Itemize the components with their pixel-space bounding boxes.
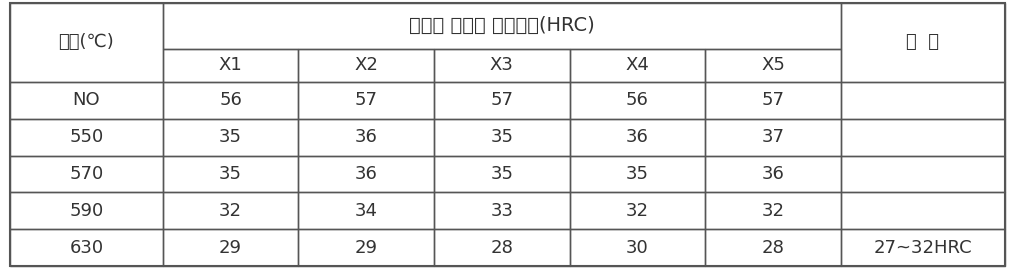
Bar <box>162 119 298 155</box>
Bar <box>434 193 569 229</box>
Bar <box>298 229 434 266</box>
Text: 34: 34 <box>354 202 378 220</box>
Text: 37: 37 <box>761 128 785 146</box>
Bar <box>705 49 841 82</box>
Bar <box>569 49 705 82</box>
Bar <box>298 155 434 193</box>
Bar <box>841 155 1005 193</box>
Text: 35: 35 <box>490 128 514 146</box>
Text: X1: X1 <box>218 56 243 74</box>
Text: 29: 29 <box>219 239 242 257</box>
Bar <box>298 193 434 229</box>
Text: 630: 630 <box>69 239 104 257</box>
Bar <box>10 193 162 229</box>
Bar <box>434 155 569 193</box>
Text: 590: 590 <box>69 202 104 220</box>
Text: 28: 28 <box>490 239 514 257</box>
Text: 템퍼링 온도별 표면경도(HRC): 템퍼링 온도별 표면경도(HRC) <box>409 16 595 35</box>
Text: 29: 29 <box>354 239 378 257</box>
Bar <box>705 193 841 229</box>
Text: 35: 35 <box>219 128 242 146</box>
Bar <box>162 3 841 49</box>
Bar <box>434 119 569 155</box>
Bar <box>162 193 298 229</box>
Text: 32: 32 <box>219 202 242 220</box>
Bar <box>569 82 705 119</box>
Text: 27~32HRC: 27~32HRC <box>874 239 972 257</box>
Text: NO: NO <box>73 91 100 109</box>
Text: 비  고: 비 고 <box>906 33 940 51</box>
Bar <box>162 82 298 119</box>
Text: 35: 35 <box>490 165 514 183</box>
Bar <box>10 229 162 266</box>
Text: 32: 32 <box>626 202 649 220</box>
Bar <box>705 119 841 155</box>
Text: 550: 550 <box>69 128 104 146</box>
Bar <box>298 49 434 82</box>
Bar <box>705 82 841 119</box>
Bar <box>705 229 841 266</box>
Bar <box>10 82 162 119</box>
Text: 32: 32 <box>761 202 785 220</box>
Text: 36: 36 <box>761 165 785 183</box>
Bar <box>569 193 705 229</box>
Bar <box>841 3 1005 82</box>
Bar <box>434 82 569 119</box>
Bar <box>298 119 434 155</box>
Text: 36: 36 <box>355 128 378 146</box>
Text: X5: X5 <box>761 56 785 74</box>
Bar <box>569 229 705 266</box>
Text: 36: 36 <box>626 128 649 146</box>
Bar <box>841 193 1005 229</box>
Bar <box>10 3 162 82</box>
Text: X3: X3 <box>490 56 514 74</box>
Text: 온도(℃): 온도(℃) <box>59 33 115 51</box>
Bar <box>705 155 841 193</box>
Bar <box>434 229 569 266</box>
Text: 56: 56 <box>219 91 242 109</box>
Bar <box>569 155 705 193</box>
Text: 57: 57 <box>354 91 378 109</box>
Bar <box>298 82 434 119</box>
Bar <box>434 49 569 82</box>
Text: 57: 57 <box>490 91 514 109</box>
Text: X4: X4 <box>625 56 650 74</box>
Text: 33: 33 <box>490 202 514 220</box>
Bar <box>10 119 162 155</box>
Text: 30: 30 <box>626 239 649 257</box>
Text: 28: 28 <box>761 239 785 257</box>
Bar <box>841 229 1005 266</box>
Text: 57: 57 <box>761 91 785 109</box>
Bar <box>569 119 705 155</box>
Bar <box>162 229 298 266</box>
Bar <box>841 119 1005 155</box>
Bar <box>162 49 298 82</box>
Text: 570: 570 <box>69 165 104 183</box>
Bar <box>162 155 298 193</box>
Text: 35: 35 <box>626 165 649 183</box>
Text: 35: 35 <box>219 165 242 183</box>
Bar <box>10 155 162 193</box>
Text: 56: 56 <box>626 91 649 109</box>
Text: X2: X2 <box>354 56 379 74</box>
Bar <box>841 82 1005 119</box>
Text: 36: 36 <box>355 165 378 183</box>
